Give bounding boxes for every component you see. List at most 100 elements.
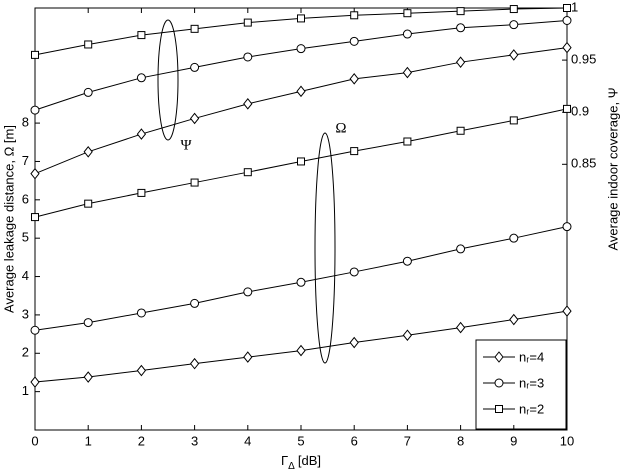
- x-tick-label: 3: [191, 433, 198, 448]
- y-tick-label: 7: [22, 153, 29, 168]
- x-tick-label: 9: [510, 433, 517, 448]
- omega-ellipse: [314, 132, 336, 364]
- x-tick-label: 8: [457, 433, 464, 448]
- x-label-subscript: Δ: [288, 461, 295, 472]
- marker: [83, 145, 93, 158]
- marker: [296, 277, 306, 287]
- y2-tick-label: 0.85: [571, 156, 596, 171]
- marker: [137, 31, 146, 40]
- marker: [402, 329, 413, 342]
- annotation: Ω: [335, 120, 346, 136]
- marker: [349, 336, 359, 349]
- marker: [136, 308, 146, 318]
- x-tick-label: 1: [85, 433, 92, 448]
- x-tick-label: 5: [297, 433, 304, 448]
- marker: [456, 23, 466, 33]
- marker: [297, 157, 305, 166]
- x-tick-label: 6: [351, 433, 358, 448]
- marker: [136, 364, 147, 377]
- marker: [243, 351, 253, 363]
- y-tick-label: 2: [22, 345, 29, 360]
- marker: [562, 41, 572, 54]
- marker: [30, 376, 40, 388]
- y2-tick-label: 0.9: [571, 104, 589, 119]
- marker: [84, 199, 93, 208]
- marker: [243, 52, 253, 62]
- marker: [243, 168, 252, 177]
- legend-label: nᵣ=4: [519, 349, 544, 364]
- legend-marker: [495, 405, 503, 413]
- marker: [349, 267, 359, 277]
- marker: [296, 85, 306, 98]
- y-tick-label: 3: [22, 306, 29, 321]
- x-tick-label: 10: [560, 433, 574, 448]
- y-axis-label: Average leakage distance, Ω [m]: [1, 125, 16, 313]
- marker: [562, 16, 572, 26]
- x-tick-label: 2: [138, 433, 145, 448]
- legend-marker: [494, 351, 504, 363]
- legend-marker: [494, 378, 504, 388]
- marker: [190, 62, 200, 72]
- marker: [509, 5, 518, 14]
- marker: [509, 233, 519, 243]
- marker: [456, 7, 465, 16]
- y-tick-label: 8: [22, 115, 29, 130]
- marker: [83, 87, 93, 97]
- marker: [243, 98, 253, 110]
- marker: [137, 188, 146, 197]
- marker: [31, 213, 39, 222]
- y-tick-label: 5: [22, 230, 29, 245]
- marker: [190, 178, 199, 187]
- marker: [243, 287, 253, 297]
- marker: [297, 14, 305, 23]
- marker: [296, 44, 306, 54]
- marker: [509, 116, 518, 125]
- legend-label: nᵣ=3: [519, 375, 544, 390]
- x-axis-label: ΓΔ [dB]: [281, 453, 321, 471]
- marker: [243, 18, 252, 27]
- legend-label: nᵣ=2: [519, 401, 544, 416]
- marker: [136, 73, 146, 83]
- marker: [455, 321, 466, 334]
- y2-tick-label: 1: [571, 0, 578, 14]
- series-line: [34, 47, 568, 175]
- marker: [83, 318, 93, 328]
- marker: [83, 371, 93, 383]
- marker: [30, 167, 40, 180]
- x-tick-label: 0: [31, 433, 38, 448]
- marker: [30, 105, 40, 115]
- marker: [402, 66, 413, 79]
- marker: [563, 104, 571, 113]
- marker: [30, 325, 40, 335]
- y-tick-label: 6: [22, 191, 29, 206]
- marker: [190, 24, 199, 33]
- marker: [349, 73, 359, 85]
- marker: [562, 222, 572, 232]
- marker: [562, 305, 572, 317]
- x-tick-label: 4: [244, 433, 251, 448]
- marker: [402, 29, 412, 39]
- y2-tick-label: 0.95: [571, 52, 596, 67]
- marker: [31, 50, 39, 59]
- marker: [403, 9, 412, 18]
- marker: [509, 313, 519, 326]
- marker: [189, 357, 200, 370]
- y2-axis-label: Average indoor coverage, Ψ: [605, 87, 620, 250]
- annotation: Ψ: [180, 137, 192, 153]
- marker: [190, 298, 200, 308]
- marker: [296, 344, 306, 357]
- x-tick-label: 7: [404, 433, 411, 448]
- y-tick-label: 1: [22, 383, 29, 398]
- x-label-symbol: Γ: [281, 453, 288, 468]
- y-tick-label: 4: [22, 268, 29, 283]
- marker: [456, 126, 465, 135]
- marker: [509, 20, 519, 30]
- marker: [350, 147, 359, 156]
- marker: [136, 128, 147, 140]
- marker: [509, 49, 519, 61]
- marker: [349, 36, 359, 46]
- marker: [189, 112, 200, 125]
- marker: [455, 56, 466, 68]
